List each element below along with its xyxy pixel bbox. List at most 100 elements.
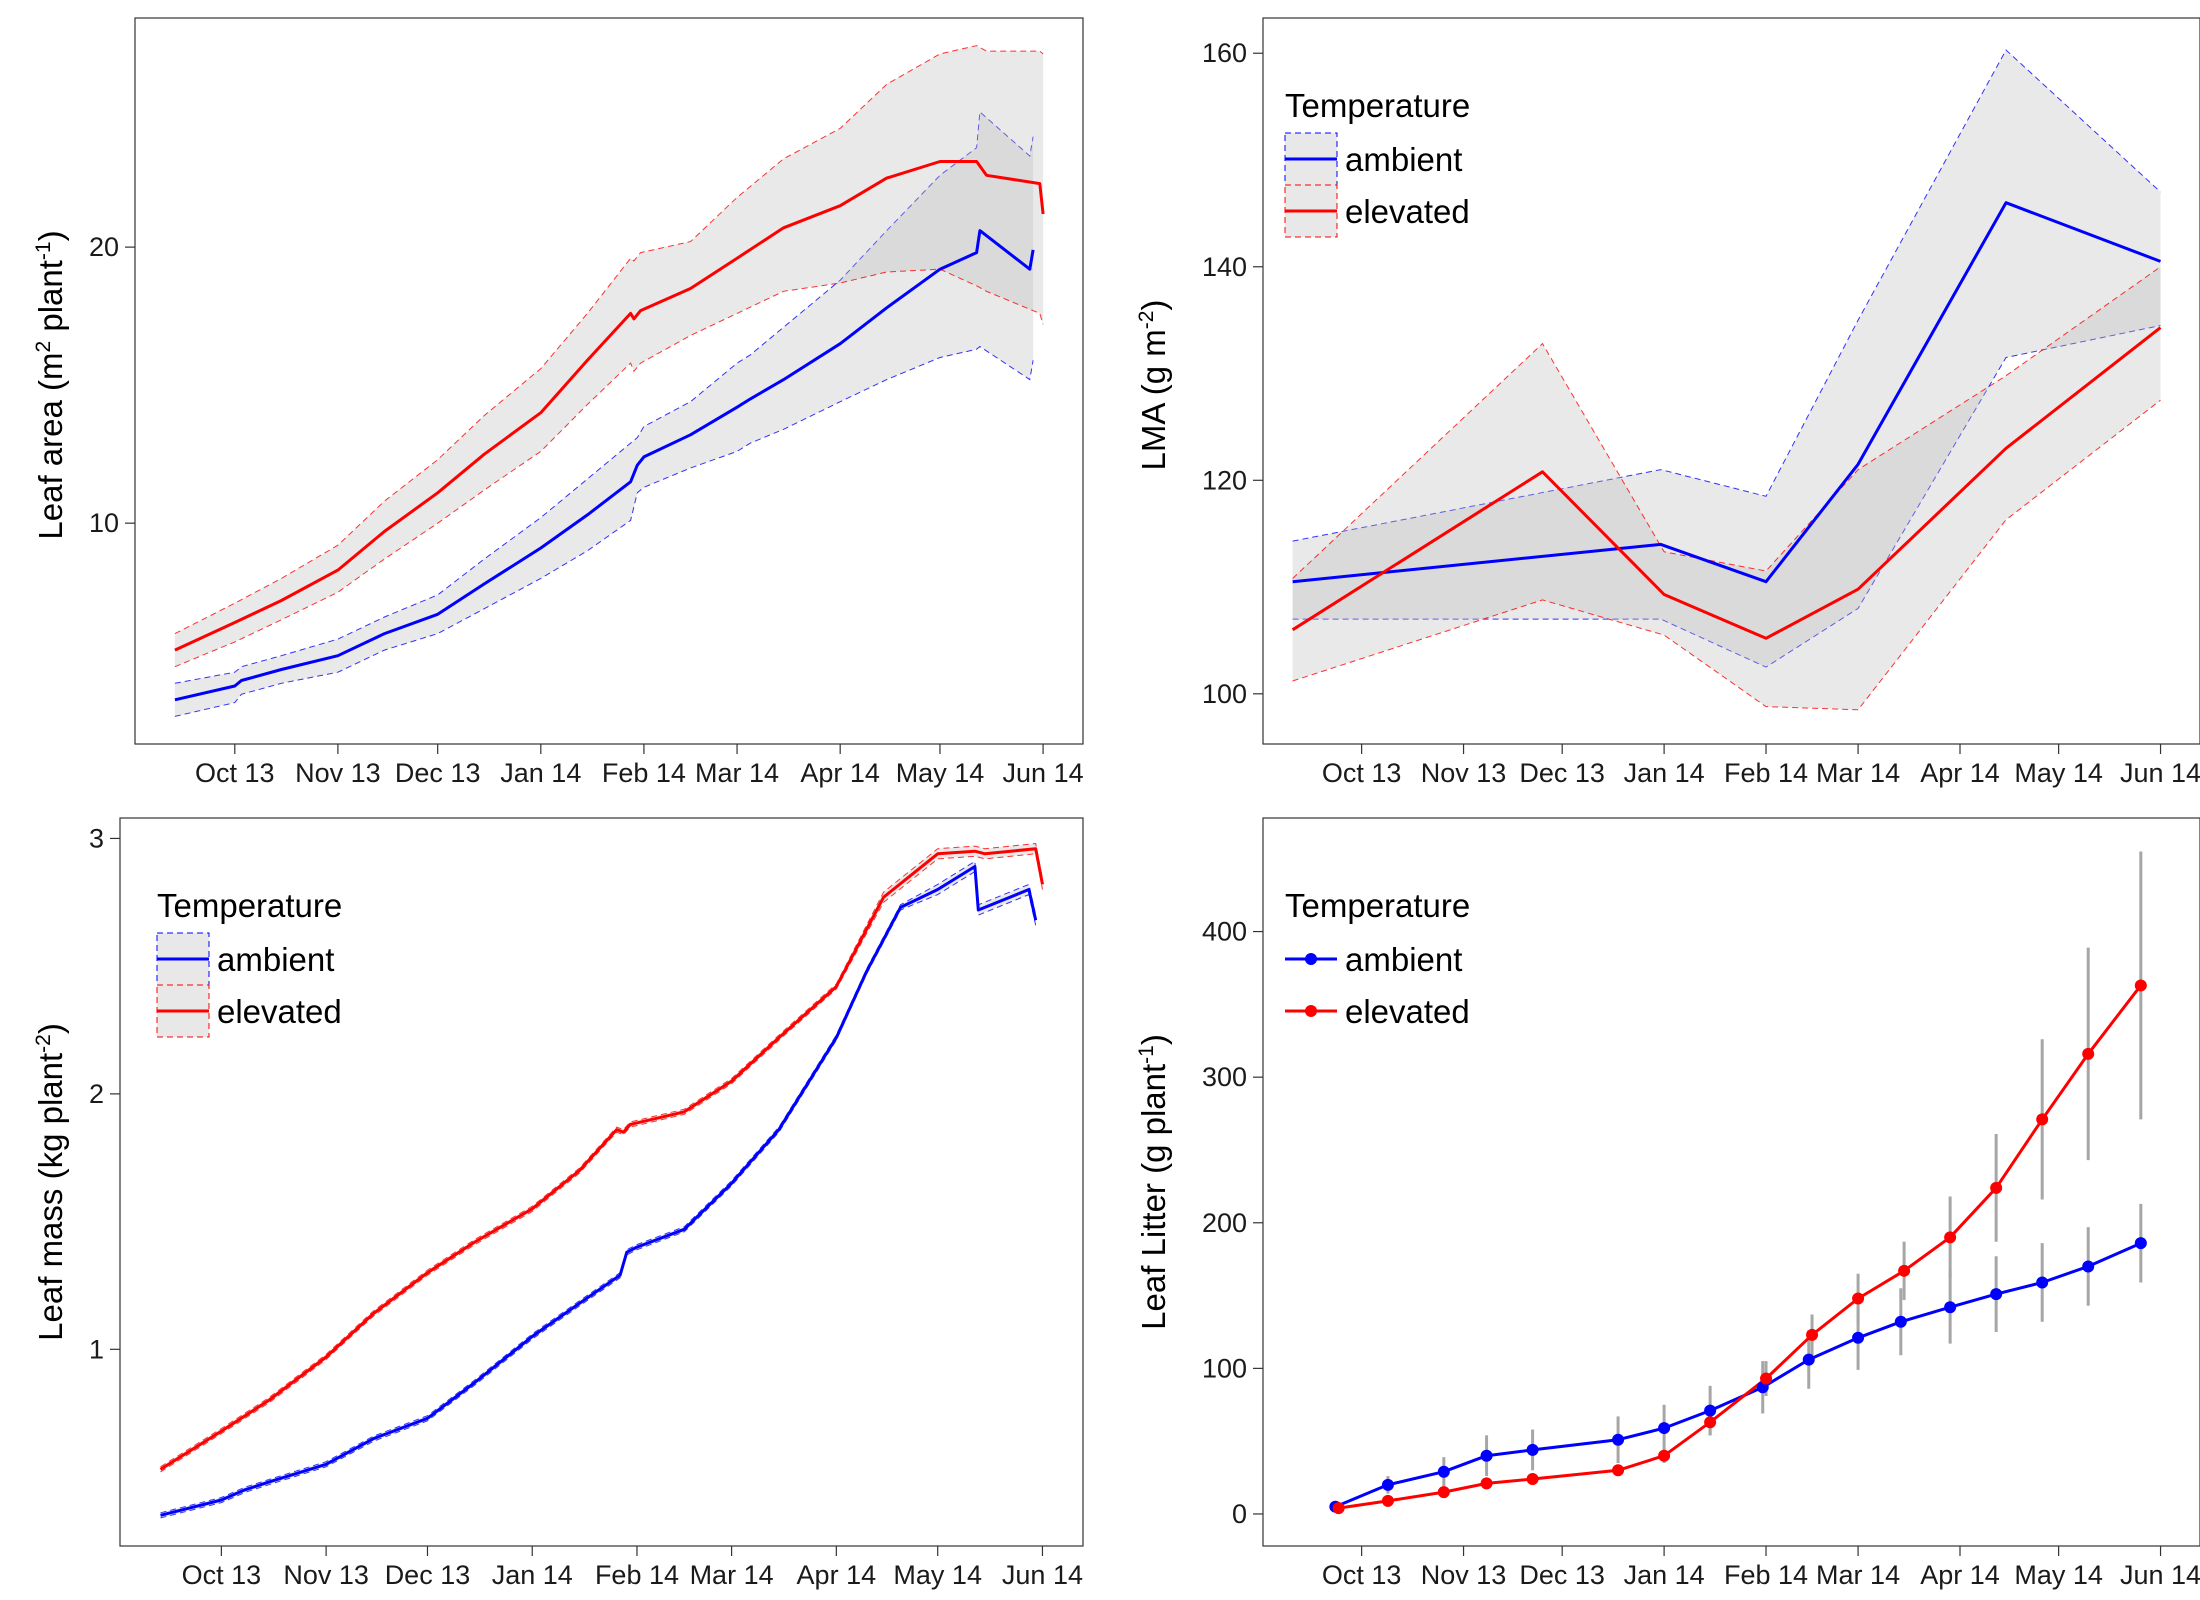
x-tick-label: Apr 14: [797, 1560, 877, 1590]
legend-leaf-litter: Temperature ambient elevated: [1285, 887, 1470, 1030]
ribbon-lower-ambient: [174, 345, 1034, 717]
y-tick-label: 0: [1232, 1499, 1247, 1529]
x-tick-label: Mar 14: [695, 758, 779, 788]
data-point-elevated: [1480, 1477, 1493, 1490]
data-point-elevated: [2134, 979, 2147, 992]
data-point-ambient: [1437, 1465, 1450, 1478]
panel-border: [119, 817, 1084, 1547]
data-point-ambient: [1944, 1301, 1957, 1314]
x-tick-label: Oct 13: [1322, 758, 1402, 788]
legend-title: Temperature: [157, 887, 342, 924]
data-point-ambient: [1526, 1443, 1539, 1456]
data-point-ambient: [2082, 1260, 2095, 1273]
legend-point-ambient: [1305, 953, 1317, 965]
data-point-ambient: [2134, 1237, 2147, 1250]
data-point-ambient: [2036, 1276, 2049, 1289]
plot-lma: Oct 13 Nov 13 Dec 13 Jan 14 Feb 14 Mar 14 Apr …: [1202, 17, 2200, 788]
ribbon-ambient: [1292, 50, 2161, 668]
x-tick-label: Nov 13: [295, 758, 381, 788]
legend-point-elevated: [1305, 1005, 1317, 1017]
x-tick-label: Jun 14: [2120, 1560, 2200, 1590]
x-tick-label: Feb 14: [595, 1560, 679, 1590]
data-point-ambient: [1480, 1449, 1493, 1462]
legend-label-ambient: ambient: [1345, 941, 1462, 978]
panel-border: [134, 17, 1084, 745]
x-tick-label: Apr 14: [1920, 758, 2000, 788]
plot-leaf-area: Oct 13 Nov 13 Dec 13 Jan 14 Feb 14 Mar 14 Apr …: [89, 17, 1084, 788]
series-line-ambient: [174, 229, 1035, 702]
legend-label-elevated: elevated: [217, 993, 342, 1030]
x-tick-label: Mar 14: [1816, 1560, 1900, 1590]
ribbon-upper-ambient: [174, 110, 1034, 684]
y-axis-title-leaf-litter: Leaf Litter (g plant-1): [1135, 1034, 1172, 1330]
y-tick-label: 20: [89, 232, 119, 262]
data-point-elevated: [1612, 1464, 1625, 1477]
panel-lma: LMA (g m-2) Oct 13 Nov 13 Dec 13 Jan 14 Feb …: [1135, 17, 2200, 788]
x-tick-label: Mar 14: [690, 1560, 774, 1590]
panel-border: [1262, 817, 2200, 1547]
ribbon-lower-ambient: [160, 870, 1037, 1519]
series-line-elevated: [159, 847, 1044, 1471]
data-point-elevated: [1704, 1416, 1717, 1429]
x-tick-label: Jun 14: [2120, 758, 2200, 788]
panel-border: [1262, 17, 2200, 745]
ribbon-lower-elevated: [160, 853, 1043, 1473]
y-tick-label: 200: [1202, 1208, 1247, 1238]
panel-leaf-area: Leaf area (m2 plant-1) Oct 13 Nov 13 Dec 1…: [32, 17, 1084, 788]
data-point-elevated: [1760, 1372, 1773, 1385]
ribbon-upper-ambient: [160, 860, 1037, 1514]
data-point-ambient: [1658, 1422, 1671, 1435]
legend-lma: Temperature ambient elevated: [1284, 87, 1470, 238]
x-tick-label: Oct 13: [182, 1560, 262, 1590]
y-axis-title-leaf-mass: Leaf mass (kg plant-2): [32, 1023, 69, 1341]
data-point-elevated: [1332, 1502, 1345, 1515]
data-point-elevated: [1658, 1449, 1671, 1462]
series-line-elevated: [174, 160, 1045, 652]
legend-label-elevated: elevated: [1345, 193, 1470, 230]
data-point-ambient: [1612, 1433, 1625, 1446]
y-tick-label: 10: [89, 508, 119, 538]
ribbon-lower-elevated: [174, 268, 1044, 668]
legend-title: Temperature: [1285, 87, 1470, 124]
x-tick-label: Nov 13: [1421, 758, 1507, 788]
data-point-elevated: [1852, 1292, 1865, 1305]
y-tick-label: 100: [1202, 1353, 1247, 1383]
legend-label-ambient: ambient: [217, 941, 334, 978]
y-axis-title-lma: LMA (g m-2): [1135, 300, 1172, 471]
x-tick-label: Feb 14: [602, 758, 686, 788]
y-tick-label: 120: [1202, 465, 1247, 495]
series-line-elevated: [1291, 326, 2162, 640]
data-point-ambient: [1381, 1478, 1394, 1491]
y-tick-label: 2: [89, 1079, 104, 1109]
data-point-ambient: [1894, 1315, 1907, 1328]
x-tick-label: May 14: [893, 1560, 982, 1590]
series-line-ambient: [1292, 201, 2162, 584]
ribbon-lower-ambient: [1292, 325, 2161, 668]
data-point-elevated: [2082, 1047, 2095, 1060]
x-tick-label: Dec 13: [1519, 758, 1605, 788]
x-tick-label: Dec 13: [385, 1560, 471, 1590]
y-tick-label: 160: [1202, 38, 1247, 68]
ribbon-lower-elevated: [1292, 399, 2161, 711]
y-tick-label: 100: [1202, 679, 1247, 709]
x-tick-label: May 14: [896, 758, 985, 788]
legend-leaf-mass: Temperature ambient elevated: [156, 887, 342, 1038]
data-point-elevated: [1381, 1494, 1394, 1507]
legend-title: Temperature: [1285, 887, 1470, 924]
data-point-elevated: [1990, 1181, 2003, 1194]
data-point-ambient: [1990, 1288, 2003, 1301]
x-tick-label: Nov 13: [283, 1560, 369, 1590]
data-point-elevated: [1944, 1231, 1957, 1244]
x-tick-label: Feb 14: [1724, 758, 1808, 788]
y-axis-title-leaf-area: Leaf area (m2 plant-1): [32, 230, 69, 539]
x-tick-label: Apr 14: [1920, 1560, 2000, 1590]
x-tick-label: Oct 13: [195, 758, 275, 788]
x-tick-label: Nov 13: [1421, 1560, 1507, 1590]
x-tick-label: Jun 14: [1002, 1560, 1083, 1590]
y-tick-label: 1: [89, 1334, 104, 1364]
panel-leaf-mass: Leaf mass (kg plant-2) Oct 13 Nov 13 Dec 1…: [32, 817, 1084, 1590]
ribbon-ambient: [174, 111, 1034, 717]
x-tick-label: Jan 14: [492, 1560, 573, 1590]
